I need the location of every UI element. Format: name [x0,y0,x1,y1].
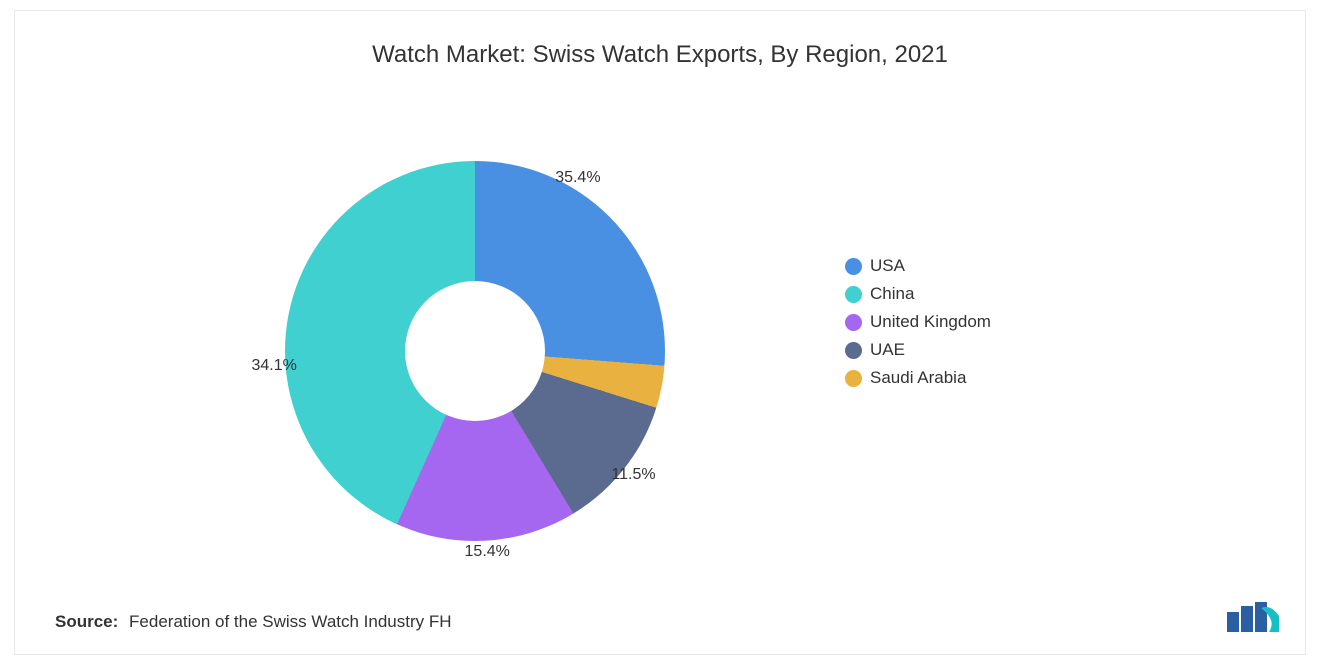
source-line: Source: Federation of the Swiss Watch In… [55,612,452,632]
legend-item: USA [845,256,991,276]
donut-hole [405,281,545,421]
source-prefix: Source: [55,612,118,631]
legend-swatch [845,286,862,303]
slice-label: 15.4% [465,543,510,561]
donut-chart: 35.4% 11.5% 15.4% 34.1% [235,111,715,591]
legend-label: United Kingdom [870,312,991,332]
logo-bar-3 [1255,602,1267,632]
logo-bar-1 [1227,612,1239,632]
legend-swatch [845,314,862,331]
legend-label: USA [870,256,905,276]
legend-swatch [845,258,862,275]
legend-label: Saudi Arabia [870,368,966,388]
legend: USA China United Kingdom UAE Saudi Arabia [845,256,991,396]
logo-bar-2 [1241,606,1253,632]
slice-label: 11.5% [611,466,655,484]
slice-label: 35.4% [555,169,600,187]
legend-item: UAE [845,340,991,360]
brand-logo [1227,602,1279,632]
slice-label: 34.1% [252,357,297,375]
legend-item: Saudi Arabia [845,368,991,388]
legend-swatch [845,370,862,387]
legend-label: UAE [870,340,905,360]
legend-label: China [870,284,914,304]
legend-item: China [845,284,991,304]
source-text: Federation of the Swiss Watch Industry F… [129,612,452,631]
legend-item: United Kingdom [845,312,991,332]
chart-card: Watch Market: Swiss Watch Exports, By Re… [14,10,1306,655]
chart-title: Watch Market: Swiss Watch Exports, By Re… [15,41,1305,69]
legend-swatch [845,342,862,359]
